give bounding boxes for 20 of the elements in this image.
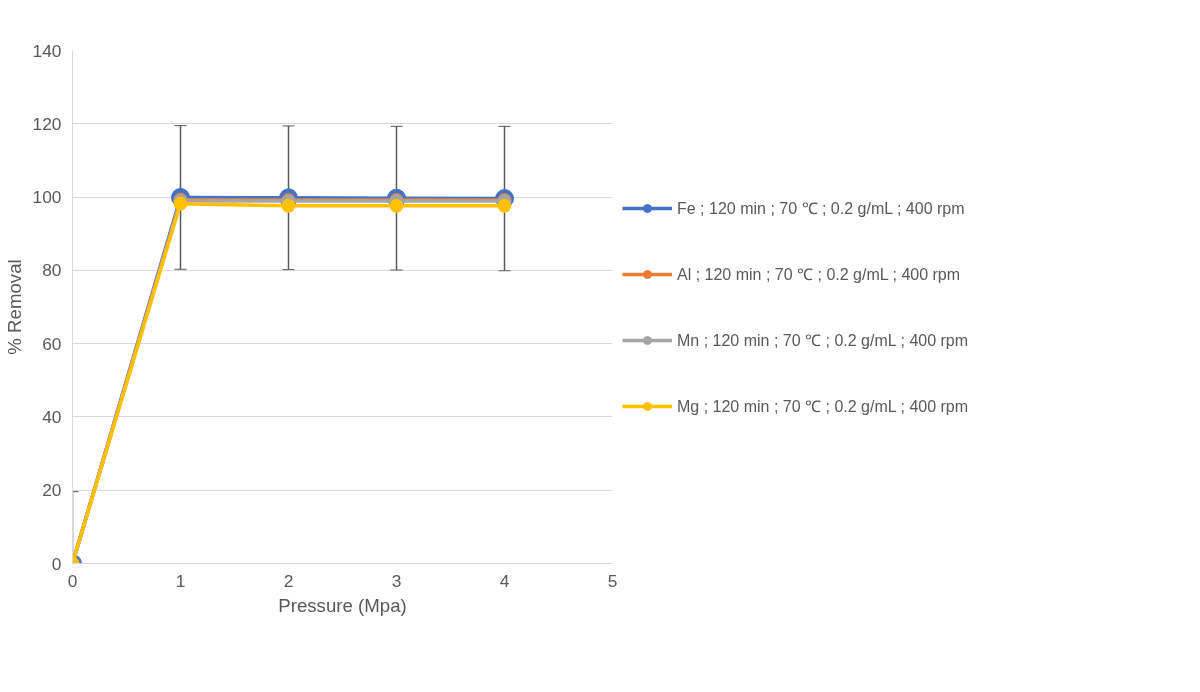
y-tick-label: 60 (42, 333, 62, 354)
x-tick-label: 3 (391, 570, 402, 591)
y-tick-label: 80 (42, 260, 62, 281)
legend-label: Fe ; 120 min ; 70 ℃ ; 0.2 g/mL ; 400 rpm (677, 198, 965, 219)
y-axis-title: % Removal (3, 259, 25, 355)
legend-label: Mn ; 120 min ; 70 ℃ ; 0.2 g/mL ; 400 rpm (677, 330, 969, 351)
x-tick-label: 0 (67, 570, 78, 591)
legend-label: Mg ; 120 min ; 70 ℃ ; 0.2 g/mL ; 400 rpm (677, 396, 969, 417)
y-tick-label: 120 (32, 113, 62, 134)
y-tick-label: 0 (51, 553, 62, 574)
y-tick-label: 20 (42, 480, 62, 501)
y-tick-label: 40 (42, 406, 62, 427)
y-tick-label: 140 (32, 40, 62, 61)
legend-label: Al ; 120 min ; 70 ℃ ; 0.2 g/mL ; 400 rpm (677, 264, 961, 285)
y-tick-label: 100 (32, 187, 62, 208)
x-tick-label: 5 (607, 570, 618, 591)
x-tick-label: 2 (283, 570, 294, 591)
x-tick-label: 1 (175, 570, 186, 591)
x-axis-title: Pressure (Mpa) (278, 594, 407, 616)
x-tick-label: 4 (499, 570, 510, 591)
